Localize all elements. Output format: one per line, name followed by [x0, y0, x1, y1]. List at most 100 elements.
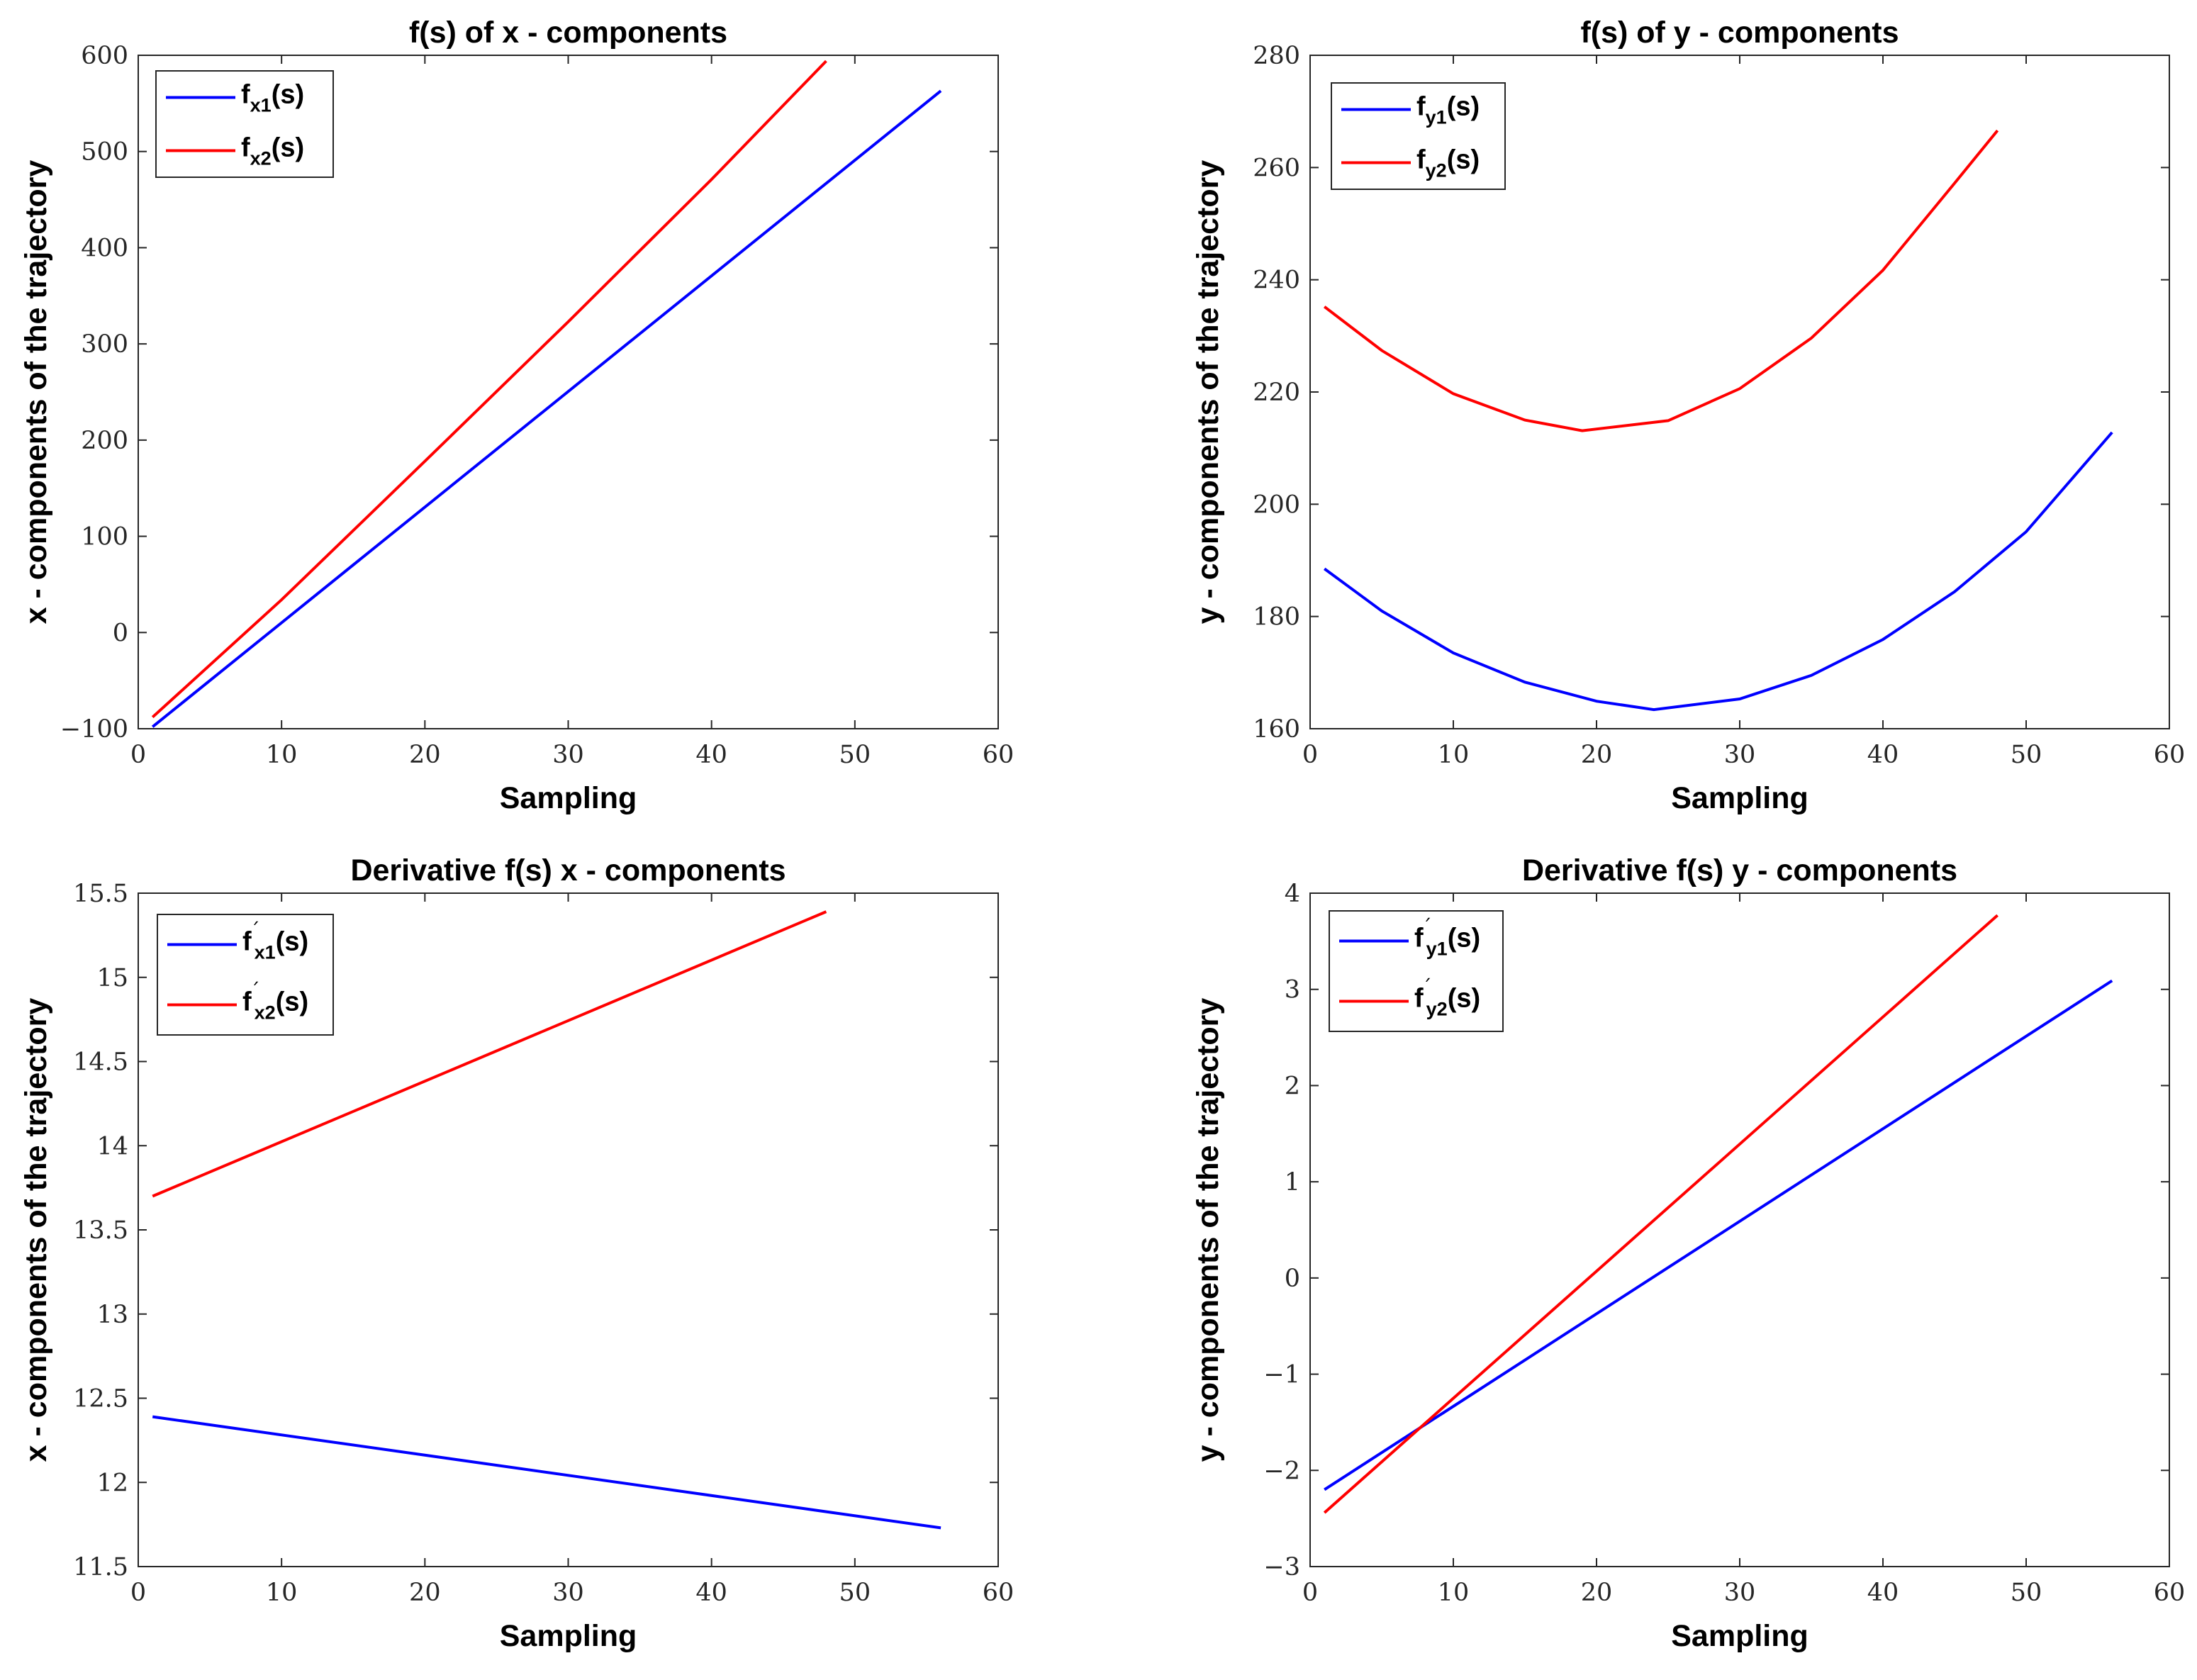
chart2-xlabel: Sampling: [1671, 781, 1809, 815]
chart3-ytick-label: 13.5: [73, 1216, 128, 1245]
chart3-xtick-label: 40: [695, 1579, 727, 1607]
chart4-ytick-label: 4: [1285, 880, 1300, 908]
chart2-legend-entry: fy1(s): [1416, 92, 1480, 128]
chart3: 0 10 20 30 40 50 60 11.5 12 12.5 13 13.5 14 14.5 15 15.…: [19, 853, 1014, 1653]
chart4-title: Derivative f(s) y - components: [1522, 853, 1957, 887]
chart3-ytick-label: 12.5: [73, 1385, 128, 1413]
chart1-ytick-label: −100: [60, 715, 128, 744]
chart2-xtick-label: 10: [1438, 741, 1470, 769]
chart4-series-line-1: [1324, 979, 2113, 1491]
chart4: 0 10 20 30 40 50 60 −3 −2 −1 0 1 2 3 4 Derivative f(s) …: [1191, 853, 2185, 1653]
chart3-ytick-label: 11.5: [73, 1553, 128, 1581]
chart4-xtick-label: 60: [2154, 1579, 2186, 1607]
chart2-ytick-label: 260: [1253, 154, 1300, 182]
chart1-ytick-label: 300: [81, 330, 128, 359]
chart1-xtick-label: 10: [266, 741, 298, 769]
chart3-series-line-1: [152, 1415, 941, 1530]
chart1-ytick-label: 400: [81, 234, 128, 262]
chart1-ytick-label: 0: [113, 619, 128, 647]
chart3-ytick-label: 15: [96, 964, 128, 992]
chart3-title: Derivative f(s) x - components: [350, 853, 786, 887]
chart1-ylabel: x - components of the trajectory: [19, 160, 53, 625]
chart2-series-line-1: [1324, 431, 2113, 712]
chart4-series-line-2: [1323, 914, 1998, 1514]
chart3-ytick-label: 14.5: [73, 1048, 128, 1077]
chart1-ytick-label: 200: [81, 427, 128, 455]
chart4-xtick-label: 10: [1438, 1579, 1470, 1607]
chart1-ytick-label: 500: [81, 138, 128, 167]
chart2-xtick-label: 60: [2154, 741, 2186, 769]
chart2-legend-box: [1331, 82, 1506, 190]
chart2-series-line-2: [1323, 129, 1999, 432]
chart1-xtick-label: 0: [130, 741, 146, 769]
chart2-xtick-label: 0: [1302, 741, 1318, 769]
chart3-xtick-label: 50: [839, 1579, 871, 1607]
chart4-xtick-label: 30: [1724, 1579, 1756, 1607]
chart1-legend-entry: fx1(s): [241, 80, 304, 116]
chart1-series-line-1: [151, 89, 942, 728]
chart3-ytick-label: 14: [96, 1132, 128, 1160]
chart4-ytick-label: −2: [1263, 1457, 1300, 1485]
chart3-legend: f´ x1(s) f´ x2(s): [157, 914, 334, 1036]
chart2-xtick-label: 30: [1724, 741, 1756, 769]
chart2-xtick-label: 40: [1867, 741, 1899, 769]
chart2-legend-entry: fy2(s): [1416, 145, 1480, 181]
chart3-xtick-label: 20: [409, 1579, 441, 1607]
chart4-ylabel: y - components of the trajectory: [1191, 998, 1225, 1462]
chart3-series-line-2: [152, 910, 827, 1198]
chart2-title: f(s) of y - components: [1580, 16, 1899, 50]
chart3-legend-box: [157, 914, 334, 1036]
chart3-xtick-label: 10: [266, 1579, 298, 1607]
chart4-xtick-label: 50: [2011, 1579, 2042, 1607]
chart3-xlabel: Sampling: [500, 1619, 637, 1653]
chart2: 0 10 20 30 40 50 60 160 180 200 220 240 260 280 f(s) o…: [1191, 16, 2185, 815]
chart1-title: f(s) of x - components: [409, 16, 727, 50]
chart2-ytick-label: 240: [1253, 267, 1300, 295]
chart3-ytick-label: 12: [96, 1469, 128, 1497]
chart4-ytick-label: −1: [1263, 1361, 1300, 1389]
chart3-xtick-label: 30: [552, 1579, 584, 1607]
chart2-ytick-label: 160: [1253, 715, 1300, 744]
chart1-xtick-label: 20: [409, 741, 441, 769]
chart4-legend-entry: f´ y1(s): [1414, 916, 1480, 960]
chart1-legend-box: [155, 70, 334, 178]
chart1-ytick-label: 100: [81, 523, 128, 551]
chart2-legend: fy1(s) fy2(s): [1331, 82, 1506, 190]
chart1-xtick-label: 40: [695, 741, 727, 769]
chart2-ytick-label: 200: [1253, 491, 1300, 519]
chart2-xtick-label: 50: [2011, 741, 2042, 769]
chart1-xtick-label: 30: [552, 741, 584, 769]
chart3-ytick-label: 15.5: [73, 880, 128, 908]
chart3-xtick-label: 0: [130, 1579, 146, 1607]
chart4-ytick-label: 1: [1285, 1168, 1300, 1197]
chart1: 0 10 20 30 40 50 60−1000100200300400500600f(s)…: [19, 16, 1014, 815]
chart3-ylabel: x - components of the trajectory: [19, 998, 53, 1462]
chart4-ytick-label: −3: [1263, 1553, 1300, 1581]
chart1-series-line-2: [151, 60, 827, 719]
chart4-xlabel: Sampling: [1671, 1619, 1809, 1653]
chart1-ytick-label: 600: [81, 42, 128, 70]
chart4-legend-box: [1329, 910, 1504, 1032]
chart3-xtick-label: 60: [983, 1579, 1014, 1607]
chart2-ytick-label: 220: [1253, 379, 1300, 407]
chart2-ytick-label: 280: [1253, 42, 1300, 70]
chart1-legend-entry: fx2(s): [241, 133, 304, 169]
chart2-ylabel: y - components of the trajectory: [1191, 160, 1225, 625]
chart1-xtick-label: 50: [839, 741, 871, 769]
chart4-ytick-label: 2: [1285, 1072, 1300, 1100]
chart1-legend: fx1(s) fx2(s): [155, 70, 334, 178]
chart2-xtick-label: 20: [1581, 741, 1613, 769]
chart4-legend-entry: f´ y2(s): [1414, 976, 1480, 1020]
chart1-xlabel: Sampling: [500, 781, 637, 815]
chart4-xtick-label: 0: [1302, 1579, 1318, 1607]
chart3-ytick-label: 13: [96, 1301, 128, 1329]
chart4-xtick-label: 20: [1581, 1579, 1613, 1607]
chart3-legend-entry: f´ x1(s): [242, 919, 308, 963]
chart3-legend-entry: f´ x2(s): [242, 980, 308, 1024]
chart4-legend: f´ y1(s) f´ y2(s): [1329, 910, 1504, 1032]
chart4-xtick-label: 40: [1867, 1579, 1899, 1607]
chart2-ytick-label: 180: [1253, 603, 1300, 632]
chart4-ytick-label: 3: [1285, 976, 1300, 1004]
chart1-xtick-label: 60: [983, 741, 1014, 769]
